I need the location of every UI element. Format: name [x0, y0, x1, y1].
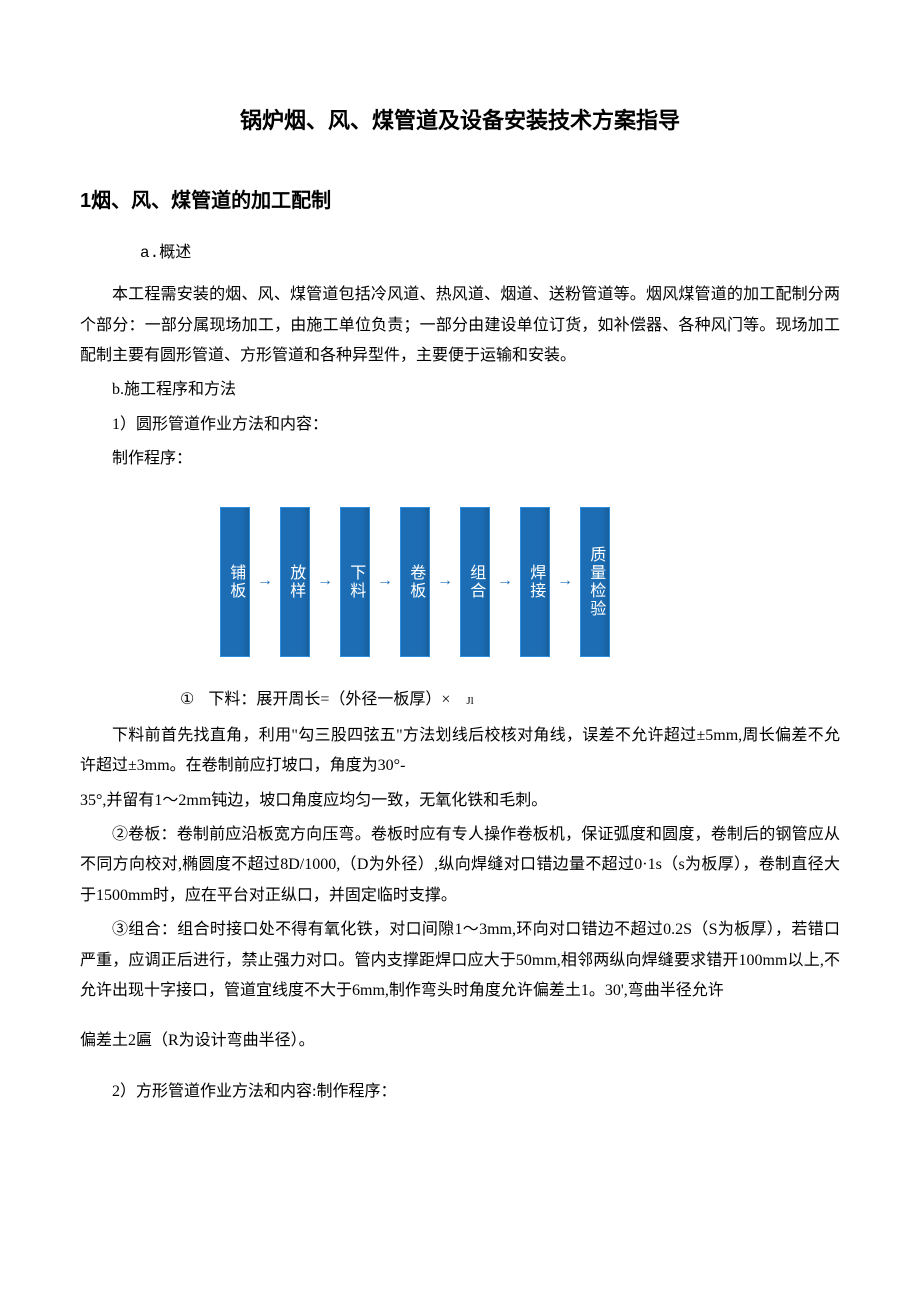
flow-step-6: 焊接 — [520, 507, 550, 657]
arrow-icon: → — [556, 566, 574, 596]
assembly-paragraph: ③组合：组合时接口处不得有氧化铁，对口间隙1～3mm,环向对口错边不超过0.2S… — [80, 915, 840, 1006]
item-1-label: 1）圆形管道作业方法和内容： — [80, 410, 840, 440]
flow-step-4: 卷板 — [400, 507, 430, 657]
bend-radius-paragraph: 偏差土2匾（R为设计弯曲半径）。 — [80, 1026, 840, 1056]
arrow-icon: → — [436, 566, 454, 596]
item-2-label: 2）方形管道作业方法和内容:制作程序： — [112, 1077, 840, 1107]
section-1-heading: 1烟、风、煤管道的加工配制 — [80, 182, 840, 220]
pi-symbol: Jl — [466, 695, 473, 707]
flow-step-7: 质量检验 — [580, 507, 610, 657]
subsection-a-heading: a.概述 — [140, 238, 840, 268]
rolling-paragraph: ②卷板：卷制前应沿板宽方向压弯。卷板时应有专人操作卷板机，保证弧度和圆度，卷制后… — [80, 820, 840, 911]
flow-step-1: 铺板 — [220, 507, 250, 657]
arrow-icon: → — [256, 566, 274, 596]
flowchart-container: 铺板 → 放样 → 下料 → 卷板 → 组合 → 焊接 → 质量检验 — [80, 479, 840, 675]
arrow-icon: → — [376, 566, 394, 596]
formula-line: ① 下料：展开周长=（外径一板厚）× Jl — [180, 685, 840, 715]
cutting-paragraph-2: 35°,并留有1～2mm钝边，坡口角度应均匀一致，无氧化铁和毛刺。 — [80, 786, 840, 816]
process-flowchart: 铺板 → 放样 → 下料 → 卷板 → 组合 → 焊接 → 质量检验 — [220, 507, 840, 657]
flow-step-5: 组合 — [460, 507, 490, 657]
page-title: 锅炉烟、风、煤管道及设备安装技术方案指导 — [80, 100, 840, 142]
formula-text: 下料：展开周长=（外径一板厚）× — [208, 691, 450, 708]
flow-step-3: 下料 — [340, 507, 370, 657]
subsection-b-heading: b.施工程序和方法 — [80, 375, 840, 405]
circled-number-1: ① — [180, 691, 194, 708]
item-1-sublabel: 制作程序： — [80, 444, 840, 474]
overview-paragraph: 本工程需安装的烟、风、煤管道包括冷风道、热风道、烟道、送粉管道等。烟风煤管道的加… — [80, 280, 840, 371]
arrow-icon: → — [316, 566, 334, 596]
cutting-paragraph-1: 下料前首先找直角，利用"勾三股四弦五"方法划线后校核对角线，误差不允许超过±5m… — [80, 721, 840, 782]
flow-step-2: 放样 — [280, 507, 310, 657]
arrow-icon: → — [496, 566, 514, 596]
